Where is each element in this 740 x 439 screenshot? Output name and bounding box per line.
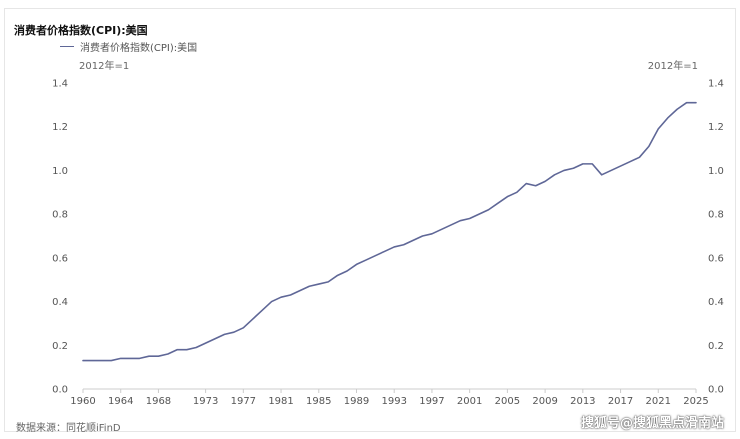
y-tick-label-left: 0.4 xyxy=(52,297,68,308)
y-tick-label-right: 0.0 xyxy=(708,385,724,396)
y-tick-label-left: 1.4 xyxy=(52,79,68,90)
x-tick-label: 2025 xyxy=(683,396,708,407)
y-tick-label-left: 0.0 xyxy=(52,385,68,396)
series-line xyxy=(82,101,697,362)
x-tick-label: 2013 xyxy=(570,396,595,407)
data-source: 数据来源：同花顺iFinD xyxy=(16,423,121,434)
x-tick-label: 1989 xyxy=(344,396,369,407)
legend-label: 消费者价格指数(CPI):美国 xyxy=(80,43,198,54)
y-tick-label-left: 1.2 xyxy=(52,122,68,133)
x-tick-label: 1997 xyxy=(419,396,444,407)
x-tick-label: 2005 xyxy=(495,396,520,407)
left-axis-unit: 2012年=1 xyxy=(79,61,130,72)
y-tick-label-right: 0.6 xyxy=(708,253,724,264)
y-tick-label-right: 0.4 xyxy=(708,297,724,308)
x-tick-label: 1977 xyxy=(231,396,256,407)
y-tick-label-left: 0.2 xyxy=(52,341,68,352)
x-tick-label: 1973 xyxy=(193,396,218,407)
y-tick-label-right: 0.2 xyxy=(708,341,724,352)
y-tick-label-right: 1.2 xyxy=(708,122,724,133)
watermark: 搜狐号@搜狐黑点滑南站 xyxy=(580,416,724,431)
legend-line-swatch xyxy=(60,46,74,47)
y-tick-label-left: 1.0 xyxy=(52,166,68,177)
chart-legend[interactable]: 消费者价格指数(CPI):美国 xyxy=(60,39,197,54)
y-tick-label-left: 0.8 xyxy=(52,210,68,221)
x-tick-label: 2017 xyxy=(608,396,633,407)
y-tick-label-right: 0.8 xyxy=(708,210,724,221)
x-tick-label: 2009 xyxy=(532,396,557,407)
x-tick-label: 1964 xyxy=(108,396,133,407)
x-tick-label: 1968 xyxy=(146,396,171,407)
right-axis-unit: 2012年=1 xyxy=(647,61,698,72)
x-tick-label: 2021 xyxy=(646,396,671,407)
y-tick-label-left: 0.6 xyxy=(52,253,68,264)
x-tick-label: 1993 xyxy=(381,396,406,407)
y-tick-label-right: 1.4 xyxy=(708,79,724,90)
x-tick-label: 1985 xyxy=(306,396,331,407)
x-tick-label: 1981 xyxy=(268,396,293,407)
chart-frame xyxy=(4,8,736,432)
x-tick-label: 1960 xyxy=(70,396,95,407)
chart-title: 消费者价格指数(CPI):美国 xyxy=(14,24,148,37)
y-tick-label-right: 1.0 xyxy=(708,166,724,177)
x-tick-label: 2001 xyxy=(457,396,482,407)
